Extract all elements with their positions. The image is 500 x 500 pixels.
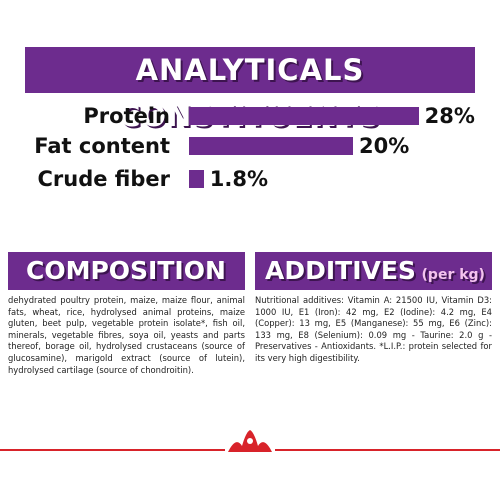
- additives-text: Nutritional additives: Vitamin A: 21500 …: [255, 295, 492, 363]
- composition-text: dehydrated poultry protein, maize, maize…: [8, 295, 245, 375]
- value-label: 20%: [359, 134, 410, 158]
- additives-title: ADDITIVES: [265, 256, 416, 285]
- category-label: Protein: [83, 104, 170, 128]
- bar: [189, 137, 353, 155]
- bar: [189, 170, 204, 188]
- category-label: Fat content: [34, 134, 170, 158]
- category-label: Crude fiber: [37, 167, 170, 191]
- additives-subtitle: (per kg): [421, 267, 485, 283]
- bar: [189, 107, 419, 125]
- composition-title: COMPOSITION: [8, 252, 245, 290]
- crown-dot: [247, 438, 253, 444]
- value-label: 28%: [424, 104, 475, 128]
- additives-header: ADDITIVES (per kg): [255, 252, 492, 290]
- value-label: 1.8%: [209, 167, 268, 191]
